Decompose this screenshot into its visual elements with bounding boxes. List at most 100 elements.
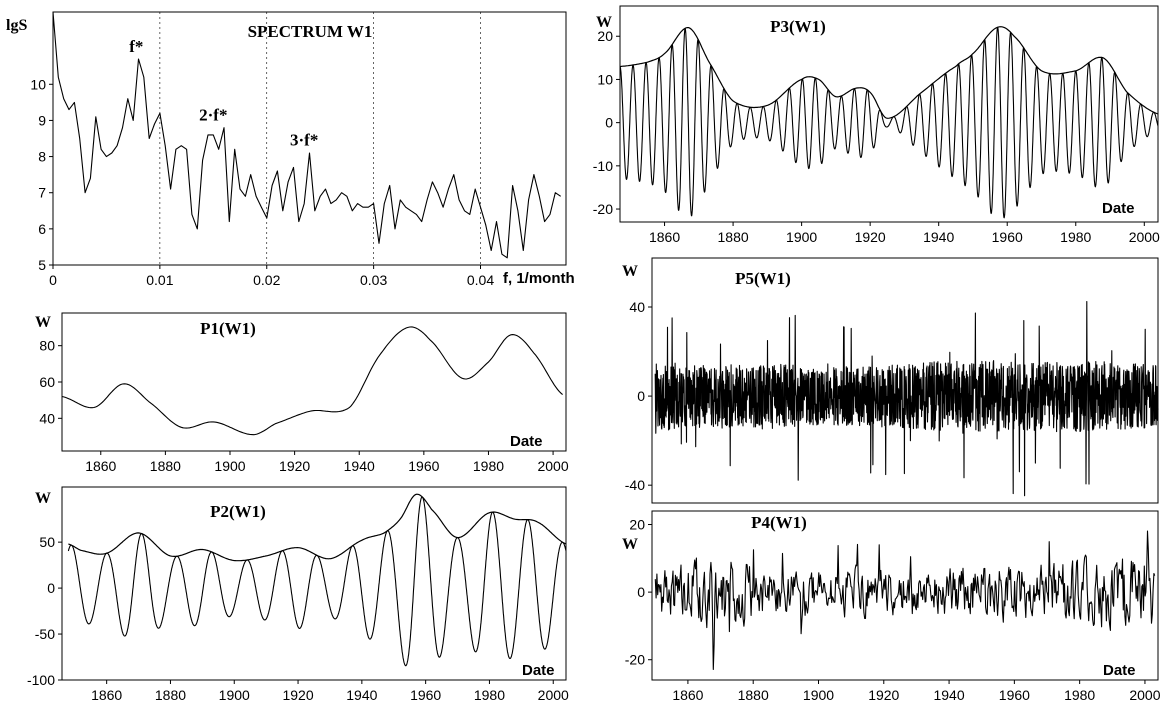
- p2-ytick-label: -50: [35, 626, 55, 642]
- p1-xtick-label: 1960: [408, 458, 439, 474]
- p3-xtick-label: 1900: [786, 229, 817, 245]
- p3-ytick-label: -10: [593, 158, 613, 174]
- p2-xtick-label: 1940: [346, 687, 377, 703]
- p4-title: P4(W1): [751, 513, 807, 532]
- p4-xtick-label: 1940: [933, 687, 964, 703]
- p3-series-line: [619, 26, 1159, 219]
- spectrum-xlabel: f, 1/month: [503, 270, 575, 287]
- p2-frame: [61, 486, 567, 681]
- p3-envelope-line: [619, 26, 1159, 119]
- p5-series-line: [654, 300, 1159, 497]
- p2-xtick-label: 1880: [155, 687, 186, 703]
- p2-xlabel: Date: [522, 662, 555, 679]
- p4-xlabel: Date: [1103, 662, 1136, 679]
- p4-xtick-label: 2000: [1129, 687, 1160, 703]
- p5-ytick-label: -40: [625, 477, 645, 493]
- p4-series-line: [654, 530, 1156, 671]
- p2-xtick-label: 1860: [91, 687, 122, 703]
- p2-ylabel: W: [35, 490, 51, 507]
- panel-p3: -20 -10 0 10 20 1860 1880 1900 1920 1940 1960 1980 2…: [593, 5, 1160, 245]
- p4-ylabel: W: [622, 536, 638, 553]
- spectrum-xtick-label: 0: [49, 272, 57, 288]
- spectrum-title: SPECTRUM W1: [248, 22, 373, 41]
- p1-xtick-label: 1920: [279, 458, 310, 474]
- panel-p1: 40 60 80 1860 1880 1900 1920 1940 1960 1980 2000 P1…: [35, 312, 569, 474]
- p1-title: P1(W1): [200, 319, 256, 338]
- panel-p2: -100 -50 0 50 1860 1880 1900 1920 1940 1960 1980 20…: [27, 486, 569, 703]
- p5-title: P5(W1): [735, 269, 791, 288]
- p4-ytick-label: 20: [629, 517, 645, 533]
- spectrum-ylabel: lgS: [6, 17, 27, 34]
- p4-ytick-label: -20: [625, 652, 645, 668]
- spectrum-ytick-label: 7: [38, 185, 46, 201]
- p1-xtick-label: 1980: [473, 458, 504, 474]
- p1-ylabel: W: [35, 314, 51, 331]
- p1-series-line: [61, 326, 563, 436]
- p3-xtick-label: 1880: [718, 229, 749, 245]
- p3-xtick-label: 1920: [855, 229, 886, 245]
- p1-xtick-label: 1900: [214, 458, 245, 474]
- p4-frame: [651, 510, 1159, 681]
- spectrum-xtick-label: 0.04: [467, 272, 494, 288]
- spectrum-ytick-label: 9: [38, 112, 46, 128]
- p1-ytick-label: 40: [39, 410, 55, 426]
- p4-xtick-label: 1880: [738, 687, 769, 703]
- p5-ylabel: W: [622, 263, 638, 280]
- spectrum-frame: [52, 11, 567, 266]
- p2-ytick-label: -100: [27, 672, 55, 688]
- p1-xtick-label: 1860: [85, 458, 116, 474]
- p2-envelope-line: [68, 493, 567, 562]
- spectrum-xtick-label: 0.01: [146, 272, 173, 288]
- p2-title: P2(W1): [210, 502, 266, 521]
- p2-xtick-label: 1960: [410, 687, 441, 703]
- p3-ytick-label: 20: [597, 28, 613, 44]
- p2-xtick-label: 1900: [219, 687, 250, 703]
- panel-p4: -20 0 20 1860 1880 1900 1920 1940 1960 1980 2000 P4…: [622, 510, 1161, 703]
- p4-xtick-label: 1860: [672, 687, 703, 703]
- p4-xtick-label: 1900: [803, 687, 834, 703]
- p5-ytick-label: 0: [637, 388, 645, 404]
- p4-xtick-label: 1920: [868, 687, 899, 703]
- p1-xtick-label: 2000: [537, 458, 568, 474]
- p2-ytick-label: 50: [39, 534, 55, 550]
- p3-xtick-label: 2000: [1129, 229, 1160, 245]
- p2-xtick-label: 1920: [282, 687, 313, 703]
- spectrum-ytick-label: 5: [38, 257, 46, 273]
- p4-ytick-label: 0: [637, 584, 645, 600]
- p2-xtick-label: 2000: [538, 687, 569, 703]
- p3-xtick-label: 1940: [923, 229, 954, 245]
- panel-p5: -40 0 40 P5(W1) W: [622, 257, 1159, 504]
- p3-xlabel: Date: [1102, 200, 1135, 217]
- p4-xtick-label: 1960: [999, 687, 1030, 703]
- p5-frame: [651, 257, 1159, 504]
- p5-ytick-label: 40: [629, 299, 645, 315]
- spectrum-xtick-label: 0.03: [360, 272, 387, 288]
- p3-title: P3(W1): [770, 17, 826, 36]
- spectrum-xtick-label: 0.02: [253, 272, 280, 288]
- p1-ytick-label: 60: [39, 374, 55, 390]
- spectrum-series-line: [52, 11, 562, 259]
- spectrum-annotation: 3·f*: [290, 131, 318, 150]
- p1-xlabel: Date: [510, 433, 543, 450]
- p2-series-line: [67, 496, 567, 667]
- p3-ytick-label: 10: [597, 71, 613, 87]
- p3-ytick-label: 0: [605, 115, 613, 131]
- p3-ytick-label: -20: [593, 201, 613, 217]
- p2-xtick-label: 1980: [474, 687, 505, 703]
- panel-spectrum: 5 6 7 8 9 10 0 0.01 0.02 0.03 0.04 SPECTRUM W1 lgS f,…: [6, 11, 575, 288]
- p3-xtick-label: 1860: [649, 229, 680, 245]
- spectrum-ytick-label: 8: [38, 149, 46, 165]
- spectrum-ytick-label: 6: [38, 221, 46, 237]
- p3-xtick-label: 1960: [992, 229, 1023, 245]
- spectrum-annotation: 2·f*: [199, 105, 227, 124]
- p1-xtick-label: 1880: [150, 458, 181, 474]
- p3-ylabel: W: [596, 14, 612, 31]
- p2-ytick-label: 0: [47, 580, 55, 596]
- spectrum-ytick-label: 10: [30, 76, 46, 92]
- spectrum-annotation: f*: [129, 37, 143, 56]
- p1-xtick-label: 1940: [344, 458, 375, 474]
- p1-ytick-label: 80: [39, 338, 55, 354]
- p1-frame: [61, 312, 567, 452]
- p4-xtick-label: 1980: [1064, 687, 1095, 703]
